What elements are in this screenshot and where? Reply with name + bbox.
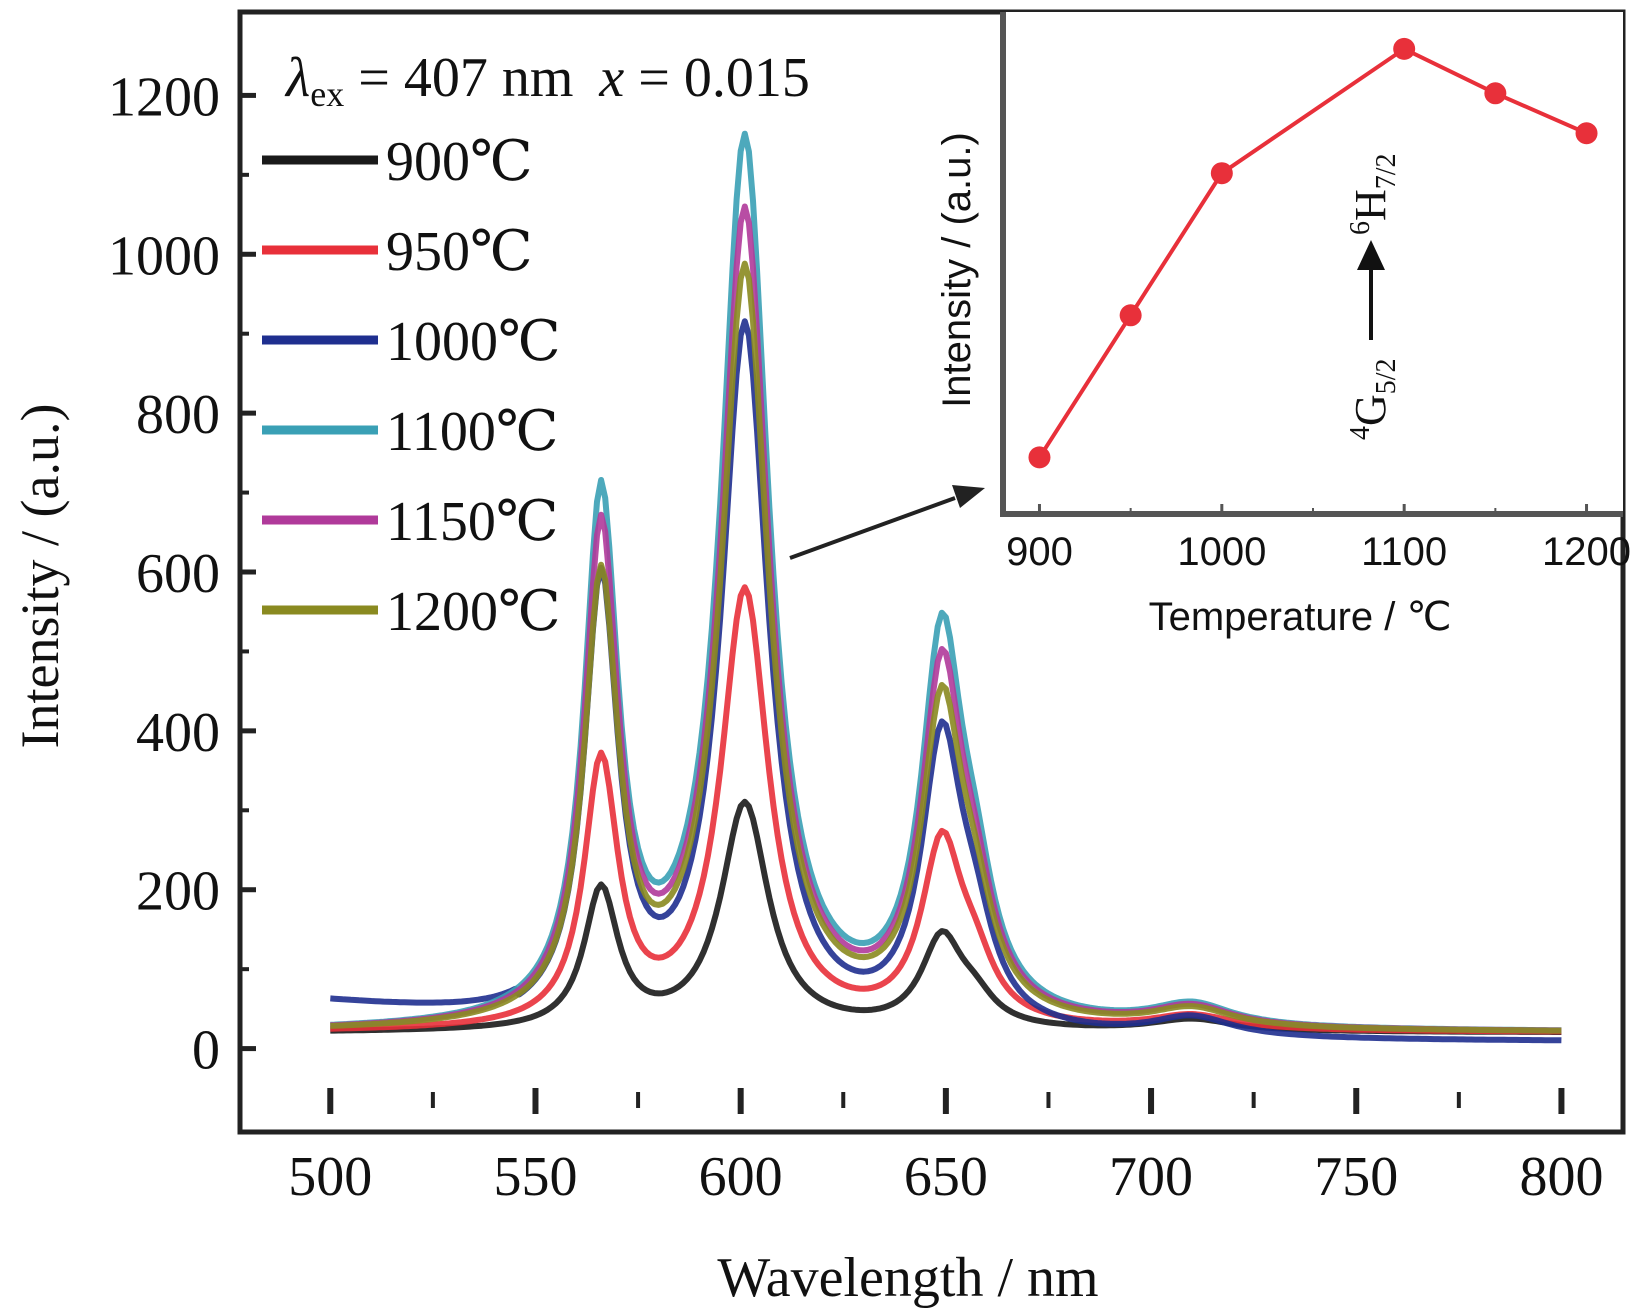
main-x-axis: 500 550 600 650 700 750 800 bbox=[288, 1088, 1603, 1208]
excitation-annotation: λex = 407 nm x = 0.015 bbox=[284, 47, 810, 114]
inset-x-tick-label: 1000 bbox=[1177, 530, 1266, 574]
x-variable: x bbox=[598, 47, 624, 109]
series-line-5 bbox=[330, 260, 1562, 1034]
y-tick-label: 400 bbox=[136, 702, 220, 764]
inset-x-tick-label: 900 bbox=[1006, 530, 1073, 574]
x-tick-label: 600 bbox=[699, 1146, 783, 1208]
transition-lower-text: 6H7/2 bbox=[1345, 153, 1402, 235]
x-tick-label: 750 bbox=[1314, 1146, 1398, 1208]
inset-x-axis-label: Temperature / ℃ bbox=[1149, 595, 1452, 639]
lower-state-subscript: 7/2 bbox=[1371, 153, 1402, 189]
y-tick-label: 200 bbox=[136, 861, 220, 923]
inset-point-1 bbox=[1119, 304, 1142, 327]
x-tick-label: 550 bbox=[493, 1146, 577, 1208]
inset-point-0 bbox=[1028, 446, 1051, 469]
inset-series-group bbox=[1028, 37, 1598, 469]
inset-background bbox=[1000, 12, 1623, 514]
x-tick-label: 650 bbox=[904, 1146, 988, 1208]
y-tick-label: 1000 bbox=[108, 225, 220, 287]
main-series-group bbox=[330, 130, 1562, 1044]
inset-point-2 bbox=[1210, 162, 1233, 185]
legend-label-4: 1150℃ bbox=[386, 491, 559, 553]
legend-label-2: 1000℃ bbox=[386, 311, 561, 373]
upper-state-superscript: 4 bbox=[1345, 426, 1376, 440]
inset-line bbox=[1037, 46, 1588, 459]
upper-state-subscript: 5/2 bbox=[1371, 358, 1402, 394]
x-value: = 0.015 bbox=[624, 47, 810, 109]
inset-pointer-arrowhead bbox=[952, 485, 985, 508]
lambda-symbol: λ bbox=[284, 47, 310, 109]
inset-x-tick-label: 1100 bbox=[1361, 530, 1447, 574]
y-tick-label: 600 bbox=[136, 543, 220, 605]
transition-label: 4G5/2 6H7/2 bbox=[1345, 153, 1402, 440]
legend: 900℃ 950℃ 1000℃ 1100℃ 1150℃ 1200℃ bbox=[262, 131, 561, 643]
inset-x-axis: 900 1000 1100 1200 bbox=[1006, 504, 1631, 574]
main-y-axis: 0 200 400 600 800 1000 1200 bbox=[108, 66, 256, 1082]
inset-point-3 bbox=[1393, 37, 1416, 60]
y-tick-label: 0 bbox=[192, 1020, 220, 1082]
main-x-axis-label: Wavelength / nm bbox=[717, 1247, 1098, 1309]
inset-pointer-arrow bbox=[789, 496, 956, 560]
inset-point-4 bbox=[1484, 82, 1507, 105]
transition-text: 4G5/2 bbox=[1345, 358, 1402, 440]
lambda-subscript: ex bbox=[310, 74, 344, 114]
y-tick-label: 1200 bbox=[108, 66, 220, 128]
x-tick-label: 700 bbox=[1109, 1146, 1193, 1208]
inset-point-5 bbox=[1575, 122, 1598, 145]
x-tick-label: 800 bbox=[1519, 1146, 1603, 1208]
lower-state-superscript: 6 bbox=[1345, 221, 1376, 235]
x-tick-label: 500 bbox=[288, 1146, 372, 1208]
legend-label-3: 1100℃ bbox=[386, 401, 559, 463]
transition-arrowhead bbox=[1357, 240, 1385, 270]
lower-state-symbol: H bbox=[1346, 189, 1395, 221]
lambda-value: = 407 nm bbox=[344, 47, 573, 109]
inset-x-tick-label: 1200 bbox=[1542, 530, 1631, 574]
legend-label-0: 900℃ bbox=[386, 131, 533, 193]
legend-label-1: 950℃ bbox=[386, 221, 533, 283]
legend-label-5: 1200℃ bbox=[386, 581, 561, 643]
y-tick-label: 800 bbox=[136, 384, 220, 446]
upper-state-symbol: G bbox=[1346, 394, 1395, 426]
main-y-axis-label: Intensity / (a.u.) bbox=[10, 404, 70, 749]
inset-y-axis-label: Intensity / (a.u.) bbox=[935, 132, 979, 408]
